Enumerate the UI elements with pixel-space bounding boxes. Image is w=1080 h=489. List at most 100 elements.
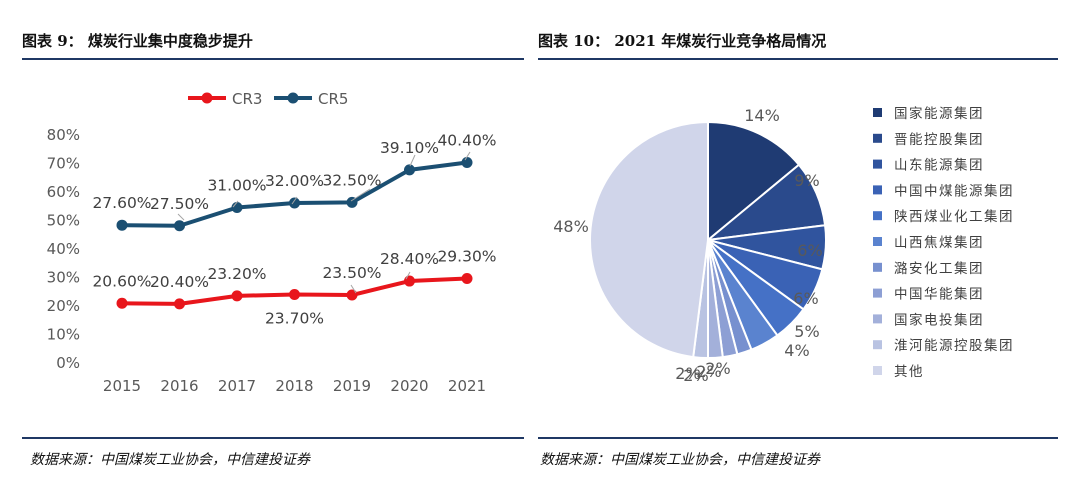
legend-label: 淮河能源控股集团	[894, 338, 1014, 354]
label-leader-line	[350, 284, 357, 294]
y-tick-label: 80%	[47, 126, 80, 144]
data-label-cr3: 23.70%	[265, 309, 324, 327]
legend-marker-cr3	[201, 92, 213, 104]
y-tick-label: 70%	[47, 155, 80, 173]
legend-swatch	[873, 159, 882, 169]
data-label-cr5: 40.40%	[437, 132, 496, 150]
y-tick-label: 40%	[47, 240, 80, 258]
x-tick-label: 2021	[448, 377, 486, 395]
data-label-cr5: 32.50%	[322, 171, 381, 189]
label-leader-line	[177, 213, 185, 221]
right-source-note: 数据来源：中国煤炭工业协会，中信建投证券	[540, 452, 820, 468]
legend-swatch	[873, 133, 882, 143]
legend-label: 国家能源集团	[894, 105, 984, 122]
data-point-cr3	[346, 289, 358, 301]
left-bottom-rule	[22, 437, 524, 439]
pie-data-label: 5%	[794, 322, 819, 341]
data-label-cr5: 32.00%	[265, 172, 324, 190]
data-point-cr3	[174, 298, 185, 310]
legend-label: 陕西煤业化工集团	[894, 209, 1014, 225]
pie-slice	[707, 120, 801, 243]
pie-data-label: 2%	[683, 366, 708, 385]
legend-label-cr5: CR5	[318, 90, 348, 108]
y-tick-label: 30%	[47, 269, 80, 287]
x-tick-label: 2018	[275, 377, 313, 395]
data-label-cr3: 20.60%	[92, 272, 151, 290]
x-tick-label: 2015	[103, 377, 141, 395]
legend-label: 其他	[894, 364, 924, 380]
legend-label: 晋能控股集团	[894, 132, 984, 148]
legend-label: 山西焦煤集团	[894, 235, 984, 251]
label-leader-line	[409, 154, 416, 167]
data-label-cr5: 27.60%	[92, 194, 151, 212]
pie-data-label: 6%	[797, 241, 822, 260]
data-point-cr5	[289, 197, 300, 209]
legend-swatch	[873, 237, 882, 246]
data-label-cr3: 23.20%	[207, 265, 266, 283]
legend-label: 中国中煤能源集团	[894, 183, 1014, 199]
right-figure-title: 图表 10： 2021 年煤炭行业竞争格局情况	[538, 32, 827, 50]
pie-data-label: 4%	[784, 341, 809, 360]
competition-pie-chart: 14%9%6%6%5%4%2%2%2%2%48%国家能源集团晋能控股集团山东能源…	[553, 105, 1014, 385]
data-point-cr3	[404, 275, 415, 287]
pie-data-label: 14%	[744, 106, 780, 125]
data-label-cr3: 29.30%	[437, 247, 496, 265]
left-figure-title: 图表 9： 煤炭行业集中度稳步提升	[22, 32, 253, 50]
data-point-cr5	[461, 157, 473, 168]
pie-data-label: 6%	[793, 289, 818, 308]
data-label-cr3: 20.40%	[150, 273, 209, 291]
data-label-cr5: 31.00%	[207, 177, 266, 195]
x-tick-label: 2020	[390, 377, 428, 395]
legend-swatch	[873, 108, 882, 117]
legend-swatch	[873, 288, 882, 298]
legend-label-cr3: CR3	[232, 90, 262, 108]
right-top-rule	[538, 58, 1058, 60]
label-leader-line	[350, 188, 371, 202]
data-label-cr3: 28.40%	[380, 250, 439, 268]
x-tick-label: 2016	[160, 377, 198, 395]
legend-label: 国家电投集团	[894, 311, 984, 328]
data-label-cr5: 27.50%	[150, 195, 209, 213]
legend-label: 山东能源集团	[894, 158, 984, 174]
left-source-note: 数据来源：中国煤炭工业协会，中信建投证券	[30, 452, 310, 468]
y-tick-label: 10%	[47, 326, 80, 344]
legend-label: 中国华能集团	[894, 287, 984, 303]
data-point-cr5	[116, 219, 128, 231]
data-point-cr3	[289, 288, 300, 300]
data-point-cr5	[346, 196, 358, 208]
legend-swatch	[873, 262, 882, 272]
data-point-cr3	[231, 290, 243, 302]
y-tick-label: 60%	[47, 183, 80, 201]
pie-data-label: 9%	[794, 171, 819, 190]
left-top-rule	[22, 58, 524, 60]
label-leader-line	[232, 200, 239, 208]
data-point-cr5	[404, 164, 415, 176]
label-leader-line	[464, 151, 471, 161]
pie-data-label: 2%	[696, 362, 721, 381]
pie-data-label: 2%	[705, 359, 730, 378]
data-point-cr5	[231, 202, 243, 214]
y-tick-label: 50%	[47, 212, 80, 230]
label-leader-line	[405, 271, 411, 280]
data-point-cr3	[461, 272, 473, 284]
y-tick-label: 0%	[56, 354, 80, 372]
y-tick-label: 20%	[47, 297, 80, 315]
pie-slice	[589, 120, 709, 359]
pie-data-label: 48%	[553, 217, 589, 236]
legend-marker-cr5	[287, 92, 299, 104]
x-tick-label: 2017	[218, 377, 256, 395]
label-leader-line	[291, 196, 298, 205]
legend-swatch	[873, 211, 882, 221]
x-tick-label: 2019	[333, 377, 371, 395]
legend-swatch	[873, 185, 882, 195]
data-point-cr3	[116, 297, 128, 309]
legend-swatch	[873, 340, 882, 350]
data-point-cr5	[174, 220, 185, 232]
pie-data-label: 2%	[675, 364, 700, 383]
right-bottom-rule	[538, 437, 1058, 439]
legend-swatch	[873, 314, 882, 324]
data-label-cr5: 39.10%	[380, 139, 439, 157]
legend-label: 潞安化工集团	[894, 261, 984, 277]
concentration-line-chart: 0% 10% 20% 30% 40% 50% 60% 70% 80% 2015 2016 2017 20…	[47, 90, 497, 395]
legend-swatch	[873, 366, 882, 375]
